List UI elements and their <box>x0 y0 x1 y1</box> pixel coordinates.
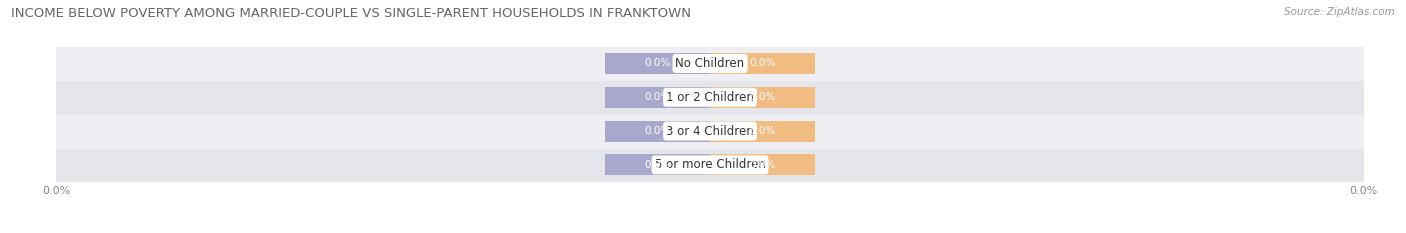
Text: 0.0%: 0.0% <box>644 92 671 102</box>
Bar <box>56 148 1364 182</box>
Bar <box>56 114 1364 148</box>
Text: 0.0%: 0.0% <box>749 126 776 136</box>
Text: 0.0%: 0.0% <box>749 160 776 170</box>
Text: 0.0%: 0.0% <box>644 160 671 170</box>
Bar <box>606 87 710 108</box>
Text: 5 or more Children: 5 or more Children <box>655 158 765 171</box>
Text: 3 or 4 Children: 3 or 4 Children <box>666 125 754 137</box>
Text: No Children: No Children <box>675 57 745 70</box>
Bar <box>56 47 1364 80</box>
Text: 0.0%: 0.0% <box>644 126 671 136</box>
Bar <box>606 121 710 141</box>
Bar <box>606 53 710 74</box>
Bar <box>710 121 814 141</box>
Text: Source: ZipAtlas.com: Source: ZipAtlas.com <box>1284 7 1395 17</box>
Bar <box>56 80 1364 114</box>
Text: INCOME BELOW POVERTY AMONG MARRIED-COUPLE VS SINGLE-PARENT HOUSEHOLDS IN FRANKTO: INCOME BELOW POVERTY AMONG MARRIED-COUPL… <box>11 7 692 20</box>
Bar <box>710 53 814 74</box>
Bar <box>710 87 814 108</box>
Bar <box>710 154 814 175</box>
Text: 0.0%: 0.0% <box>749 58 776 69</box>
Text: 0.0%: 0.0% <box>749 92 776 102</box>
Text: 0.0%: 0.0% <box>644 58 671 69</box>
Bar <box>606 154 710 175</box>
Text: 1 or 2 Children: 1 or 2 Children <box>666 91 754 104</box>
